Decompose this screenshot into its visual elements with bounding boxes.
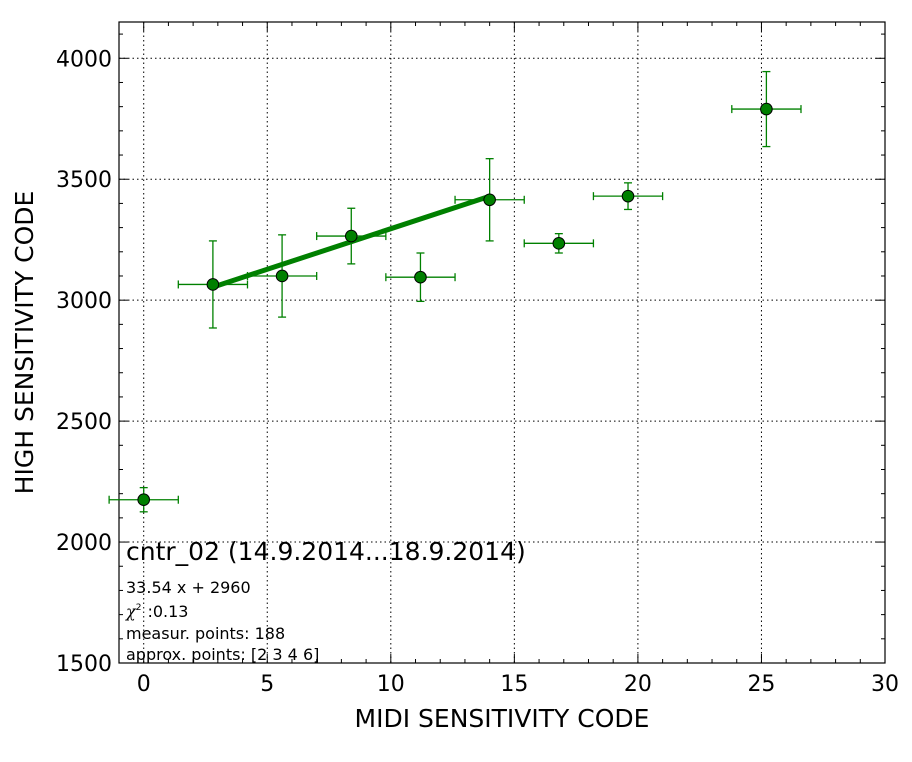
data-point bbox=[552, 237, 566, 250]
x-tick-label: 25 bbox=[747, 672, 775, 697]
x-tick-label: 20 bbox=[624, 672, 652, 697]
data-point bbox=[275, 269, 289, 283]
chi-squared-value: χ2 :0.13 bbox=[125, 602, 188, 621]
x-tick-label: 5 bbox=[260, 672, 274, 697]
fit-equation: 33.54 x + 2960 bbox=[126, 578, 251, 597]
y-tick-label: 1500 bbox=[56, 652, 112, 677]
y-tick-label: 3500 bbox=[56, 168, 112, 193]
measured-points-count: measur. points: 188 bbox=[126, 624, 285, 643]
y-tick-label: 3000 bbox=[56, 289, 112, 314]
x-tick-label: 30 bbox=[871, 672, 899, 697]
x-tick-label: 10 bbox=[377, 672, 405, 697]
y-axis-label: HIGH SENSITIVITY CODE bbox=[10, 191, 39, 495]
y-tick-label: 2500 bbox=[56, 410, 112, 435]
error-bars bbox=[108, 70, 802, 513]
x-axis-label: MIDI SENSITIVITY CODE bbox=[355, 704, 650, 733]
data-point bbox=[483, 193, 496, 207]
data-point bbox=[206, 278, 220, 291]
x-tick-label: 0 bbox=[137, 672, 151, 697]
tick-labels: 0 5 10 15 20 25 30 1500 2000 2500 3000 3500 4000 bbox=[56, 47, 899, 697]
y-tick-label: 2000 bbox=[56, 531, 112, 556]
chi-value: :0.13 bbox=[147, 602, 188, 621]
major-ticks bbox=[119, 22, 886, 664]
approx-points-list: approx. points: [2 3 4 6] bbox=[126, 645, 319, 664]
chi-superscript: 2 bbox=[136, 603, 142, 613]
x-tick-label: 15 bbox=[500, 672, 528, 697]
data-point bbox=[414, 270, 427, 284]
minor-ticks bbox=[119, 22, 885, 663]
data-point bbox=[760, 102, 773, 116]
data-point bbox=[621, 189, 635, 203]
chi-symbol: χ bbox=[125, 602, 137, 621]
data-markers bbox=[137, 102, 773, 507]
plot-frame bbox=[118, 21, 886, 664]
data-point bbox=[137, 493, 151, 507]
annotation-title: cntr_02 (14.9.2014...18.9.2014) bbox=[126, 537, 526, 566]
y-tick-label: 4000 bbox=[56, 47, 112, 72]
data-point bbox=[344, 229, 358, 243]
grid bbox=[119, 22, 885, 663]
fit-annotation: cntr_02 (14.9.2014...18.9.2014) 33.54 x … bbox=[125, 537, 526, 664]
